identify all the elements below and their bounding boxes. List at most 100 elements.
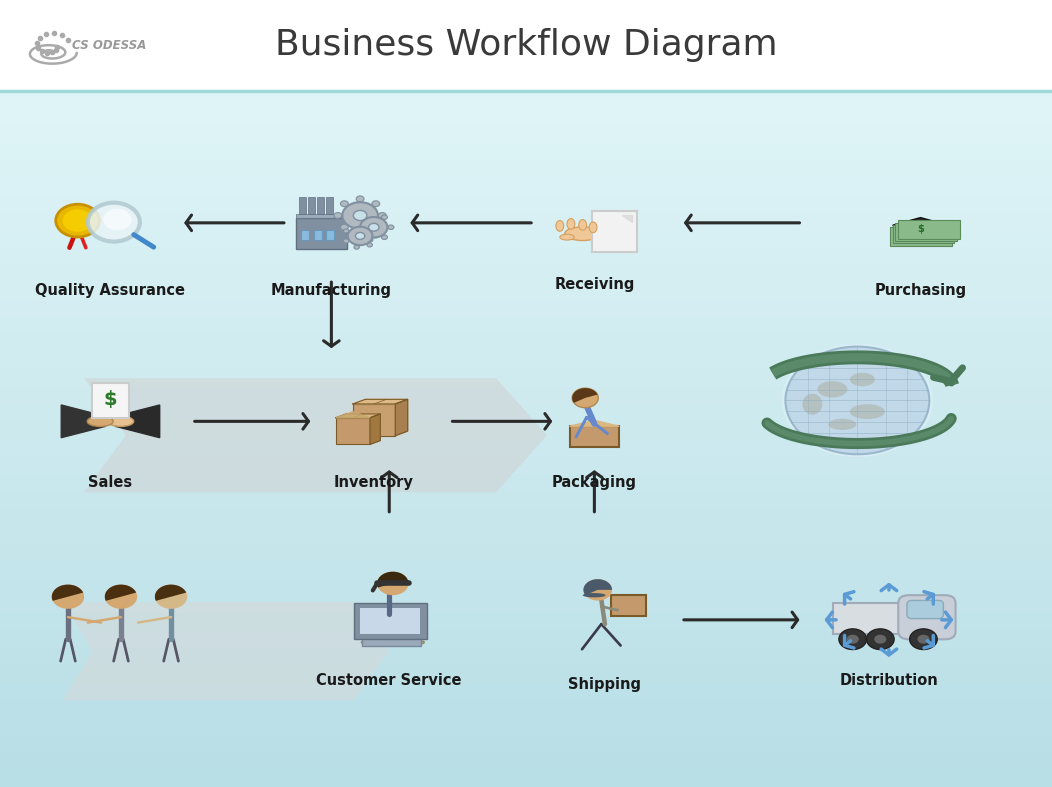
Bar — [0, 108, 1052, 125]
Bar — [308, 197, 315, 214]
Bar — [0, 648, 1052, 665]
Bar — [0, 247, 1052, 264]
Bar — [0, 178, 1052, 195]
Ellipse shape — [583, 593, 606, 597]
Bar — [0, 700, 1052, 718]
Bar — [0, 526, 1052, 543]
Text: $: $ — [104, 390, 117, 409]
Bar — [0, 195, 1052, 212]
Bar — [301, 230, 309, 240]
Circle shape — [333, 212, 342, 219]
FancyBboxPatch shape — [895, 223, 957, 241]
Polygon shape — [63, 602, 389, 700]
Polygon shape — [61, 405, 105, 438]
Wedge shape — [584, 579, 612, 595]
Circle shape — [155, 585, 187, 609]
Bar — [0, 160, 1052, 178]
Bar — [569, 427, 620, 447]
Circle shape — [357, 196, 364, 201]
Ellipse shape — [560, 235, 574, 240]
Circle shape — [63, 209, 93, 232]
Bar — [296, 214, 347, 217]
Circle shape — [357, 229, 364, 235]
Wedge shape — [155, 585, 186, 600]
Ellipse shape — [850, 373, 875, 386]
Bar — [336, 418, 370, 445]
Ellipse shape — [828, 419, 856, 430]
Bar — [0, 334, 1052, 352]
Text: Sales: Sales — [88, 475, 133, 490]
Text: Purchasing: Purchasing — [874, 283, 967, 298]
Bar — [0, 491, 1052, 508]
Polygon shape — [352, 399, 407, 404]
Circle shape — [388, 225, 393, 230]
Polygon shape — [116, 405, 160, 438]
Polygon shape — [336, 412, 370, 418]
FancyBboxPatch shape — [890, 227, 952, 246]
Bar — [0, 752, 1052, 770]
Circle shape — [847, 634, 858, 644]
Bar — [299, 197, 306, 214]
Bar — [0, 543, 1052, 560]
Text: Receiving: Receiving — [554, 277, 634, 292]
Polygon shape — [370, 414, 381, 445]
Bar — [0, 456, 1052, 474]
Circle shape — [360, 217, 387, 238]
Ellipse shape — [565, 227, 601, 241]
FancyBboxPatch shape — [907, 600, 944, 619]
Circle shape — [353, 223, 360, 227]
Circle shape — [379, 212, 386, 219]
Text: Inventory: Inventory — [333, 475, 413, 490]
Circle shape — [782, 344, 933, 457]
Circle shape — [356, 220, 362, 224]
Circle shape — [874, 634, 887, 644]
Circle shape — [88, 203, 140, 242]
Ellipse shape — [361, 638, 424, 646]
Bar — [0, 718, 1052, 735]
Ellipse shape — [579, 220, 587, 231]
Bar — [0, 682, 1052, 700]
FancyBboxPatch shape — [892, 225, 954, 243]
Circle shape — [103, 209, 132, 231]
Ellipse shape — [87, 416, 114, 427]
Bar — [0, 560, 1052, 578]
Bar — [0, 91, 1052, 108]
Circle shape — [867, 629, 894, 649]
Circle shape — [572, 388, 599, 408]
Bar — [0, 421, 1052, 439]
Circle shape — [356, 232, 365, 239]
Text: $: $ — [917, 224, 924, 235]
Bar — [0, 596, 1052, 613]
Wedge shape — [377, 571, 408, 587]
Text: Shipping: Shipping — [568, 677, 642, 692]
FancyBboxPatch shape — [362, 638, 421, 645]
Wedge shape — [52, 585, 83, 600]
Ellipse shape — [567, 219, 574, 229]
Circle shape — [372, 234, 378, 238]
FancyBboxPatch shape — [833, 603, 909, 634]
Bar — [296, 217, 347, 249]
FancyBboxPatch shape — [592, 211, 636, 253]
Bar — [0, 317, 1052, 334]
FancyBboxPatch shape — [361, 608, 420, 634]
Text: Manufacturing: Manufacturing — [270, 283, 392, 298]
Bar — [326, 197, 332, 214]
Bar — [0, 770, 1052, 787]
Circle shape — [341, 224, 348, 230]
Bar — [0, 386, 1052, 404]
Ellipse shape — [803, 394, 823, 415]
Bar — [0, 299, 1052, 317]
Ellipse shape — [817, 381, 847, 397]
Circle shape — [56, 204, 100, 237]
FancyBboxPatch shape — [610, 595, 646, 615]
Bar — [0, 735, 1052, 752]
Bar — [317, 197, 324, 214]
Polygon shape — [622, 215, 631, 223]
Text: Business Workflow Diagram: Business Workflow Diagram — [275, 28, 777, 62]
FancyBboxPatch shape — [897, 220, 959, 238]
Bar — [0, 404, 1052, 421]
Bar — [326, 230, 335, 240]
Bar — [0, 578, 1052, 596]
Polygon shape — [336, 414, 381, 418]
Circle shape — [917, 634, 930, 644]
